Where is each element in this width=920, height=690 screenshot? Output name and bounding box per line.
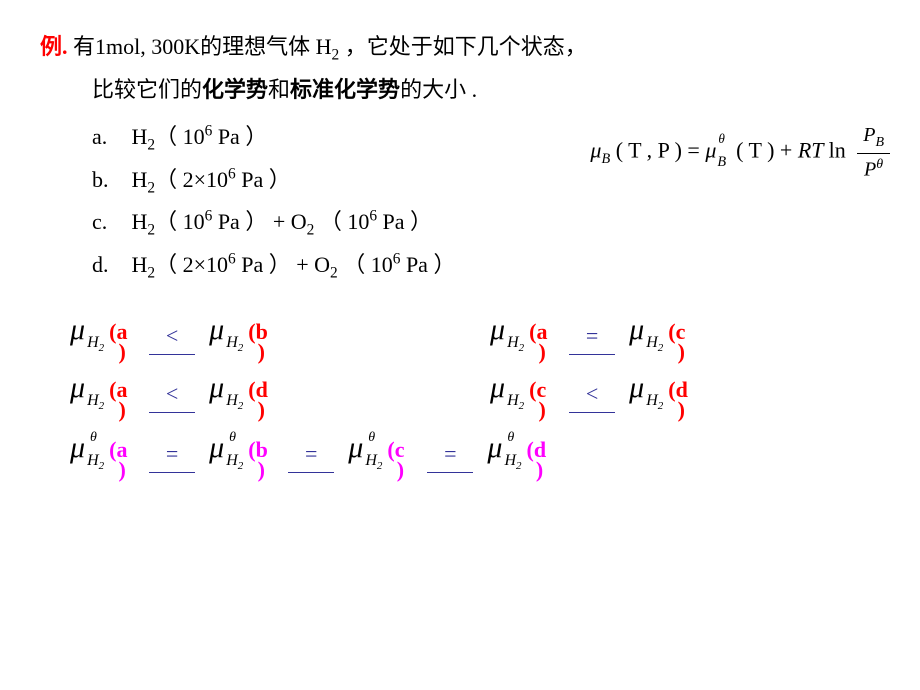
example-label: 例. bbox=[40, 34, 68, 59]
option-d-letter: d. bbox=[92, 248, 126, 281]
compare-3: μθH2 (a) = μθH2 (b) = μθH2 (c) = μθH2 (d… bbox=[70, 433, 553, 481]
formula-ln: ln bbox=[829, 137, 852, 162]
mu-theta-c: μθH2 (c) bbox=[348, 433, 413, 481]
option-b-letter: b. bbox=[92, 163, 126, 196]
rel-3-2: = bbox=[288, 437, 334, 473]
mu-theta-d: μθH2 (d) bbox=[487, 433, 552, 481]
formula-mu2-sub: B bbox=[717, 154, 726, 170]
compare-2-left: μH2 (a) < μH2 (d) bbox=[70, 373, 490, 421]
option-d: d. H2（ 2×106 Pa ） + O2 （ 106 Pa ） bbox=[92, 248, 880, 285]
mu-a-2: μH2 (a) bbox=[70, 373, 135, 421]
option-a-letter: a. bbox=[92, 120, 126, 153]
line2-c: 和 bbox=[268, 77, 290, 102]
line2-a: 比较它们的 bbox=[92, 77, 202, 102]
rel-3-3: = bbox=[427, 437, 473, 473]
option-d-text: H2（ 2×106 Pa ） + O2 （ 106 Pa ） bbox=[132, 252, 456, 277]
option-c: c. H2（ 106 Pa ） + O2 （ 106 Pa ） bbox=[92, 205, 880, 242]
formula-frac-num: PB bbox=[857, 120, 890, 154]
compare-2-right: μH2 (c) < μH2 (d) bbox=[490, 373, 694, 421]
compare-1-left: μH2 (a) < μH2 (b) bbox=[70, 315, 490, 363]
chemical-potential-formula: μB ( T , P ) = μθB ( T ) + RT ln PB Pθ bbox=[590, 120, 890, 185]
option-b-text: H2（ 2×106 Pa ） bbox=[132, 167, 291, 192]
formula-mu1-sub: B bbox=[601, 150, 610, 166]
rel-2l: < bbox=[149, 377, 195, 413]
option-a-text: H2（ 106 Pa ） bbox=[132, 124, 268, 149]
mu-theta-b: μθH2 (b) bbox=[209, 433, 274, 481]
line2-e: 的大小 . bbox=[400, 77, 477, 102]
rel-1r: = bbox=[569, 319, 615, 355]
formula-mu2: μ bbox=[705, 137, 716, 162]
rel-2r: < bbox=[569, 377, 615, 413]
compare-1-right: μH2 (a) = μH2 (c) bbox=[490, 315, 694, 363]
comparison-block: μH2 (a) < μH2 (b) μH2 (a) = μH2 (c) μH bbox=[40, 315, 880, 481]
compare-row-3: μθH2 (a) = μθH2 (b) = μθH2 (c) = μθH2 (d… bbox=[70, 433, 880, 481]
option-c-text: H2（ 106 Pa ） + O2 （ 106 Pa ） bbox=[132, 209, 433, 234]
title-text-1: 有1mol, 300K的理想气体 H bbox=[68, 34, 332, 59]
formula-rt: RT bbox=[798, 137, 823, 162]
formula-rhs-args: ( T ) + bbox=[736, 137, 798, 162]
mu-c-1: μH2 (c) bbox=[629, 315, 694, 363]
problem-title: 例. 有1mol, 300K的理想气体 H2 ，它处于如下几个状态， bbox=[40, 30, 880, 67]
formula-fraction: PB Pθ bbox=[857, 120, 890, 185]
mu-theta-a: μθH2 (a) bbox=[70, 433, 135, 481]
compare-row-1: μH2 (a) < μH2 (b) μH2 (a) = μH2 (c) bbox=[70, 315, 880, 363]
mu-a-1r: μH2 (a) bbox=[490, 315, 555, 363]
formula-lhs-args: ( T , P ) = bbox=[616, 137, 706, 162]
options-block: a. H2（ 106 Pa ） b. H2（ 2×106 Pa ） c. H2（… bbox=[40, 120, 880, 285]
mu-d-2: μH2 (d) bbox=[209, 373, 274, 421]
mu-b-1: μH2 (b) bbox=[209, 315, 274, 363]
title-tail: ，它处于如下几个状态， bbox=[339, 34, 587, 59]
rel-3-1: = bbox=[149, 437, 195, 473]
compare-row-2: μH2 (a) < μH2 (d) μH2 (c) < μH2 (d) bbox=[70, 373, 880, 421]
formula-mu1: μ bbox=[590, 137, 601, 162]
problem-line2: 比较它们的化学势和标准化学势的大小 . bbox=[40, 73, 880, 106]
formula-mu2-sup: θ bbox=[718, 129, 724, 149]
mu-d-2r: μH2 (d) bbox=[629, 373, 694, 421]
line2-d: 标准化学势 bbox=[290, 77, 400, 102]
formula-frac-den: Pθ bbox=[857, 154, 890, 185]
line2-b: 化学势 bbox=[202, 77, 268, 102]
option-c-letter: c. bbox=[92, 205, 126, 238]
mu-c-2: μH2 (c) bbox=[490, 373, 555, 421]
rel-1l: < bbox=[149, 319, 195, 355]
mu-a-1: μH2 (a) bbox=[70, 315, 135, 363]
